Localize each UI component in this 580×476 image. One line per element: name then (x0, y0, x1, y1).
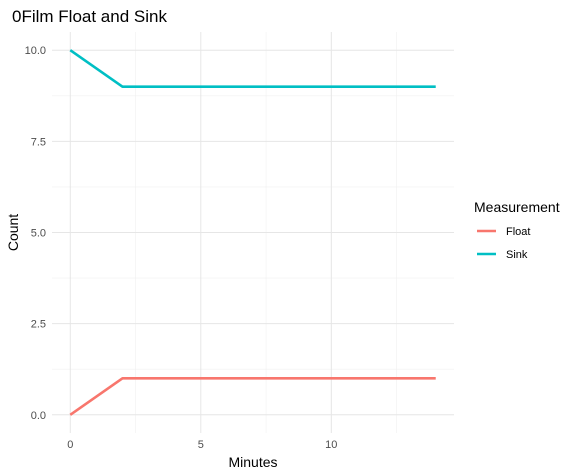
x-tick-label: 10 (325, 439, 337, 451)
y-tick-label: 0.0 (31, 410, 46, 422)
y-tick-label: 7.5 (31, 136, 46, 148)
x-tick-label: 5 (198, 439, 204, 451)
series-lines (69, 49, 436, 416)
y-tick-label: 10.0 (25, 45, 46, 57)
y-tick-label: 5.0 (31, 228, 46, 240)
legend-title: Measurement (474, 199, 560, 215)
series-line-sink (69, 49, 436, 88)
chart-title: 0Film Float and Sink (12, 7, 167, 26)
legend-items: Float Sink (477, 226, 530, 261)
series-line-float (69, 377, 436, 416)
grid (52, 32, 454, 433)
tick-labels: 0.0 2.5 5.0 7.5 10.0 0 5 10 (25, 45, 338, 451)
legend: Measurement Float Sink (474, 199, 560, 261)
x-tick-label: 0 (67, 439, 73, 451)
x-axis-title: Minutes (228, 454, 277, 470)
legend-label-float: Float (506, 226, 530, 238)
y-tick-label: 2.5 (31, 319, 46, 331)
legend-label-sink: Sink (506, 249, 528, 261)
y-axis-title: Count (5, 214, 21, 251)
